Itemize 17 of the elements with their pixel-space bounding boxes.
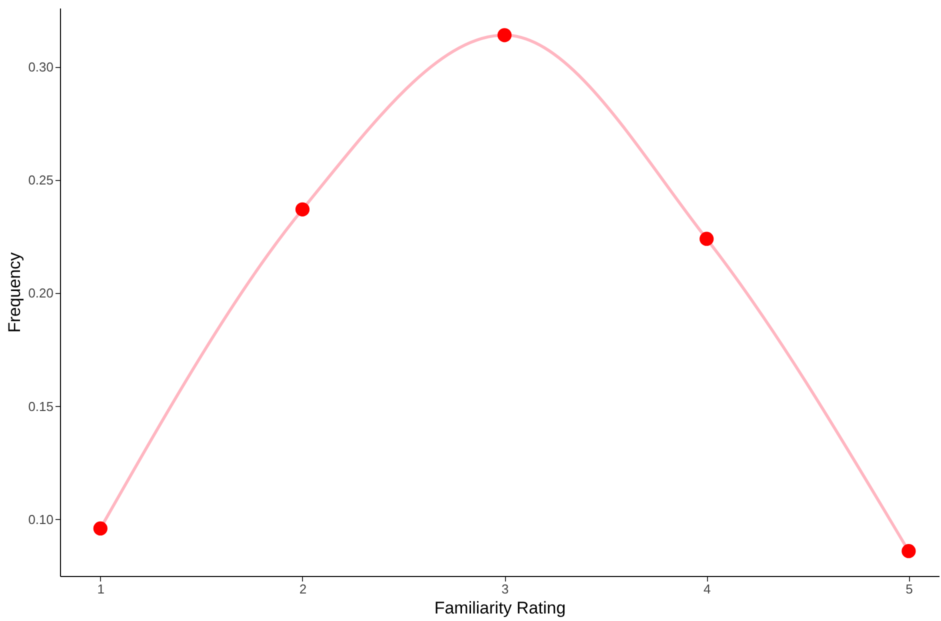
point [93, 521, 108, 536]
y-axis-title: Frequency [5, 252, 24, 333]
point [700, 232, 714, 246]
y-tick-label: 0.20 [28, 286, 54, 301]
point [497, 28, 512, 42]
point [295, 202, 310, 216]
x-tick-label: 5 [906, 582, 913, 596]
y-tick-label: 0.30 [28, 59, 54, 74]
y-tick-label: 0.10 [28, 512, 54, 527]
x-tick-label: 3 [501, 582, 509, 596]
y-tick-label: 0.25 [28, 172, 54, 188]
x-axis-title: Familiarity Rating [434, 598, 566, 618]
x-tick-label: 1 [97, 582, 105, 596]
point [902, 544, 916, 558]
x-tick-label: 2 [299, 582, 307, 596]
x-tick-label: 4 [704, 582, 711, 596]
y-tick-label: 0.15 [28, 398, 54, 414]
